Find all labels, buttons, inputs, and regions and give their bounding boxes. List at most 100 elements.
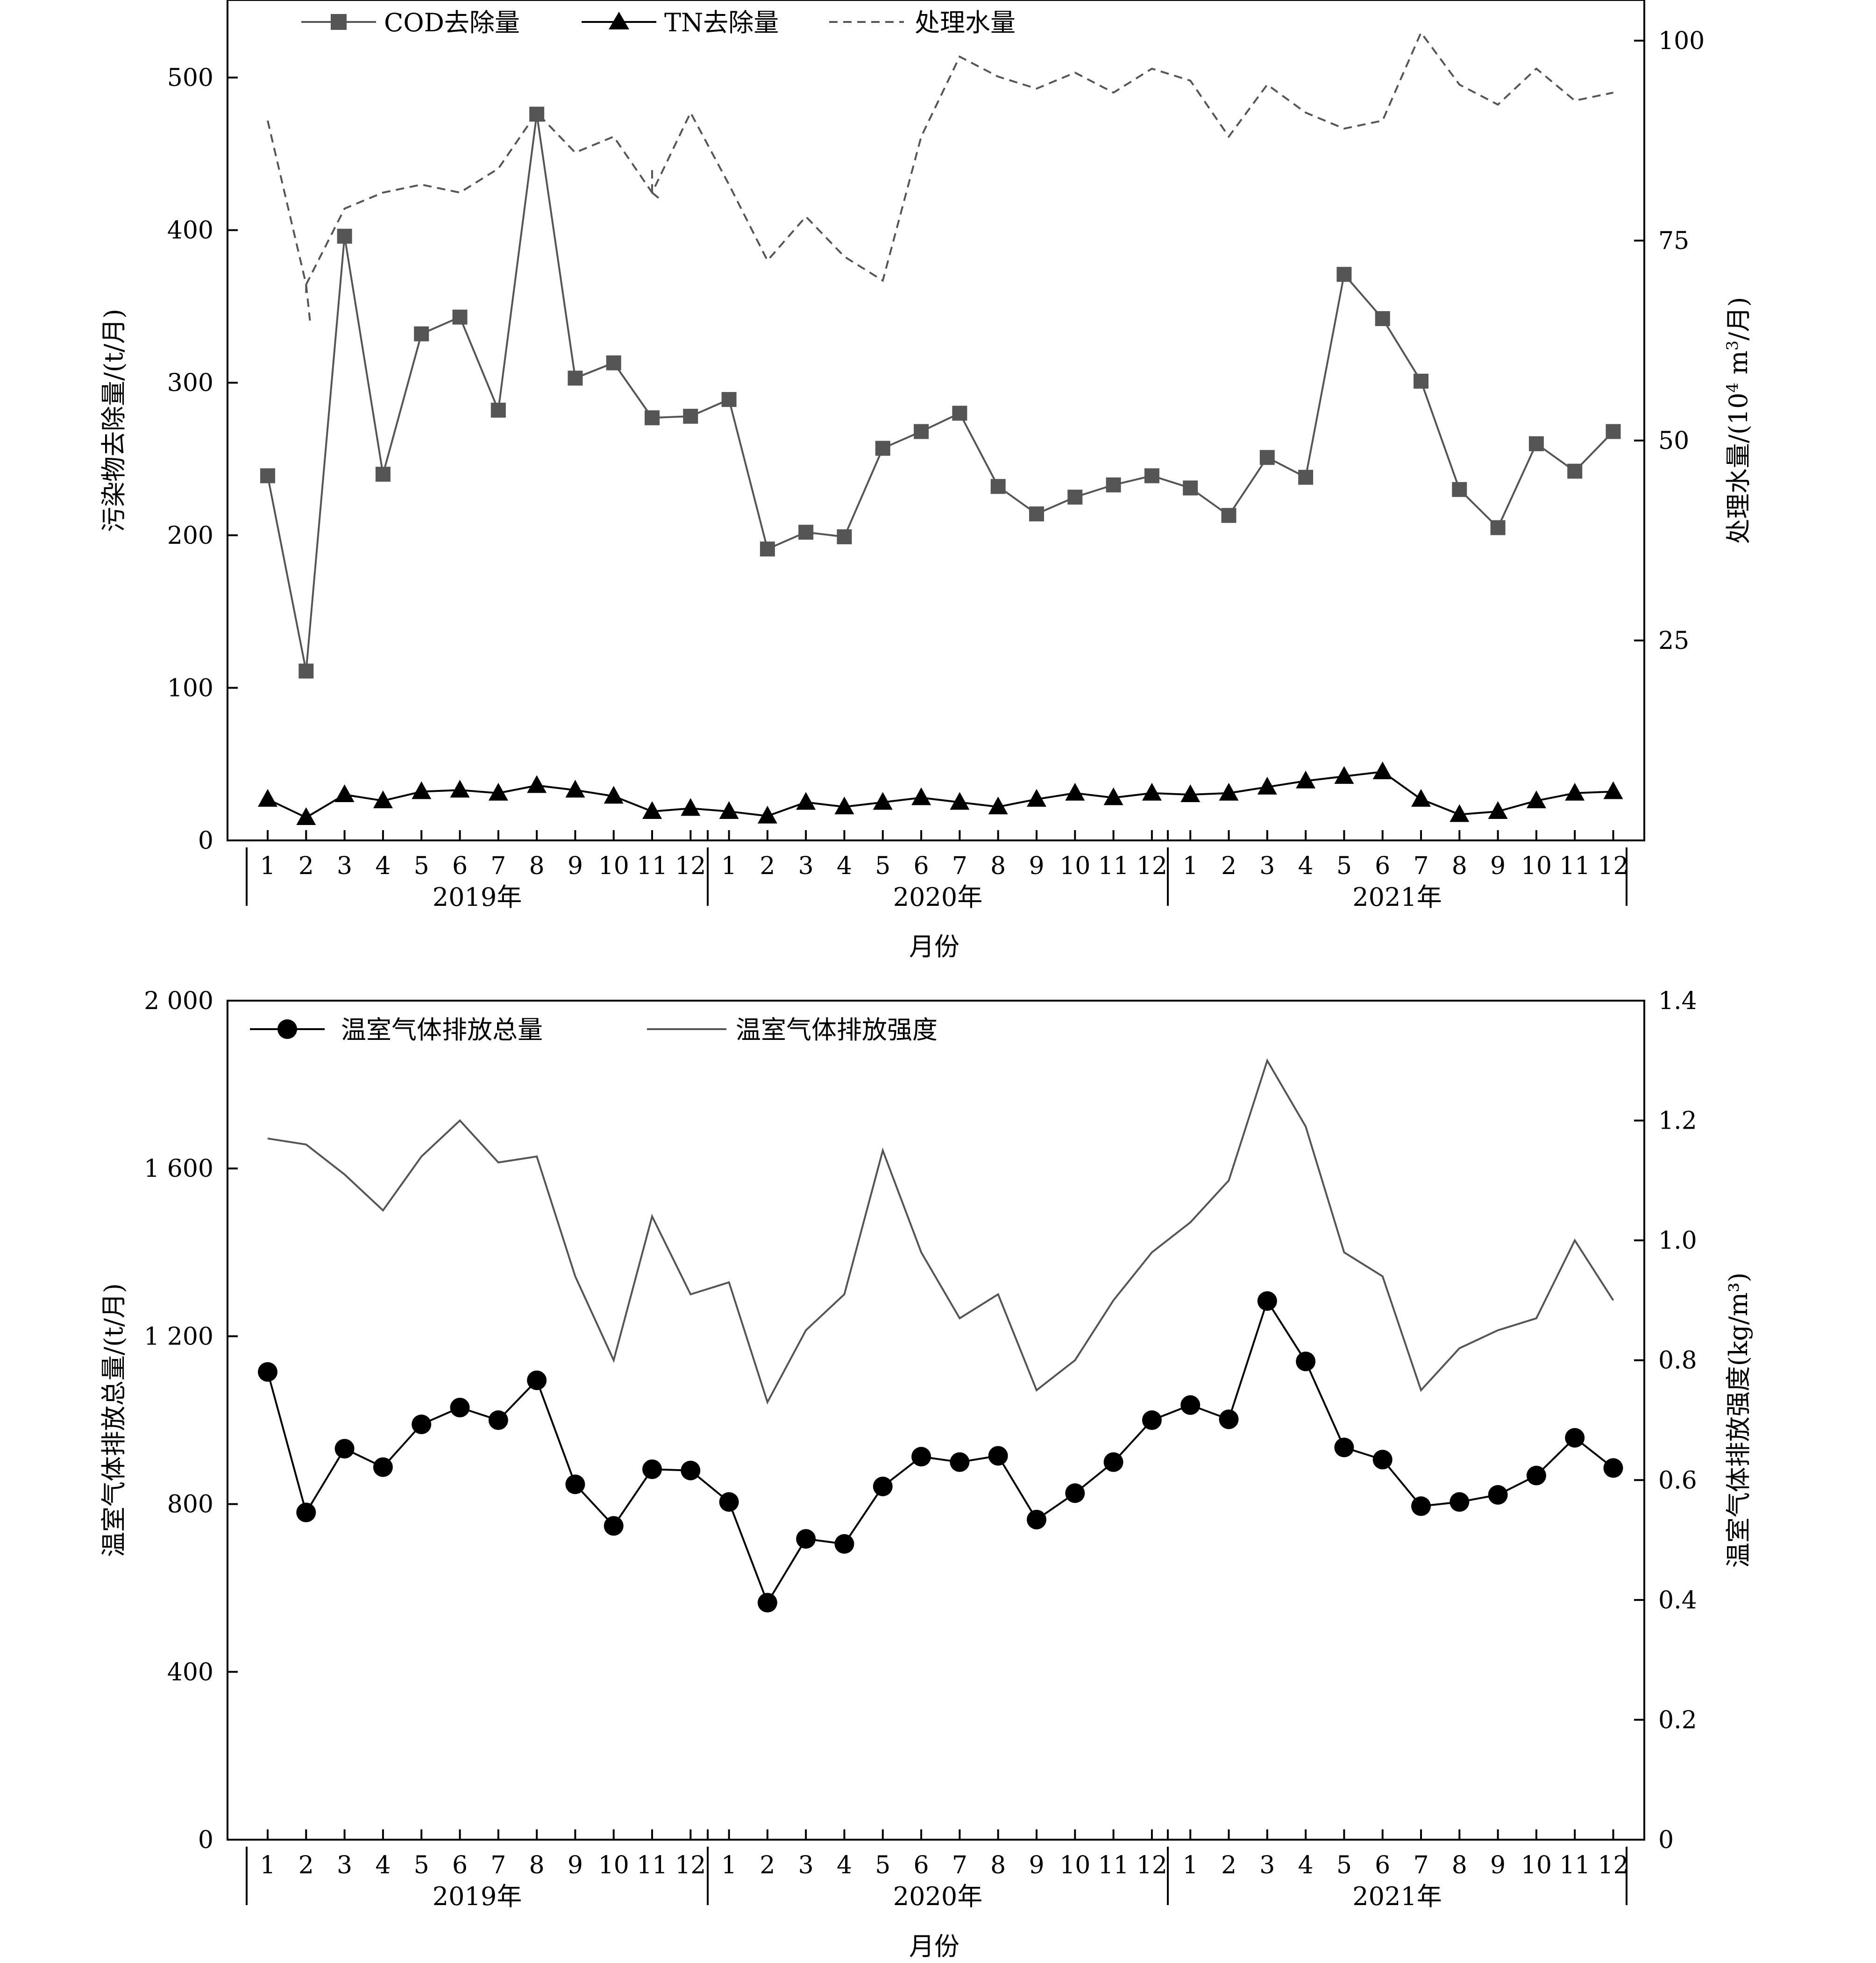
x-tick-label: 11	[1559, 1851, 1590, 1879]
data-point-circle	[412, 1414, 432, 1434]
year-label: 2019年	[433, 1882, 522, 1911]
data-point-square	[683, 409, 698, 424]
data-point-square	[375, 467, 391, 482]
x-tick-label: 10	[1521, 852, 1552, 880]
x-tick-label: 6	[1375, 1851, 1390, 1879]
data-point-circle	[296, 1502, 316, 1522]
data-point-triangle	[834, 797, 854, 815]
x-tick-label: 2	[760, 1851, 775, 1879]
data-point-circle	[1257, 1291, 1277, 1311]
data-point-circle	[450, 1398, 470, 1418]
x-tick-label: 4	[375, 1851, 391, 1879]
y-tick-label: 300	[167, 369, 213, 397]
data-point-triangle	[565, 780, 585, 798]
data-point-triangle	[1411, 789, 1431, 807]
x-tick-label: 4	[1298, 852, 1314, 880]
data-point-circle	[1296, 1351, 1316, 1372]
x-tick-label: 10	[598, 1851, 629, 1879]
x-tick-label: 8	[990, 852, 1006, 880]
x-tick-label: 10	[1059, 852, 1090, 880]
data-point-triangle	[1257, 776, 1277, 795]
data-point-circle	[258, 1362, 277, 1382]
bottom-ticks: 0 400 800 1 200 1 600 2 000 0 0.2 0.4 0.6 0.8 1.0 1.…	[144, 987, 1697, 1854]
y-tick-label: 400	[167, 217, 213, 245]
data-point-square	[1490, 520, 1506, 535]
x-tick-label: 6	[452, 1851, 468, 1879]
y-tick-label: 2 000	[144, 987, 213, 1015]
data-point-triangle	[373, 790, 393, 809]
x-tick-label: 8	[529, 852, 545, 880]
data-point-square	[568, 370, 583, 386]
x-tick-label: 10	[1521, 1851, 1552, 1879]
y2-tick-label: 1.0	[1658, 1227, 1697, 1255]
y2-tick-label: 0.8	[1658, 1347, 1697, 1375]
data-point-circle	[488, 1410, 508, 1430]
x-tick-label: 3	[1259, 1851, 1275, 1879]
y2-tick-label: 0.6	[1658, 1466, 1697, 1494]
x-tick-label: 2	[298, 1851, 314, 1879]
data-point-triangle	[873, 792, 893, 810]
x-tick-label: 5	[875, 852, 890, 880]
x-tick-label: 3	[337, 852, 352, 880]
x-tick-label: 3	[798, 852, 814, 880]
x-tick-label: 5	[875, 1851, 890, 1879]
data-point-triangle	[1450, 804, 1470, 822]
data-point-triangle	[296, 807, 316, 825]
data-point-triangle	[1488, 801, 1508, 819]
data-point-triangle	[450, 780, 470, 798]
x-tick-label: 1	[1183, 1851, 1198, 1879]
x-tick-label: 9	[568, 852, 583, 880]
x-tick-label: 5	[414, 1851, 429, 1879]
data-point-square	[1298, 469, 1314, 485]
x-tick-label: 5	[1336, 1851, 1352, 1879]
data-point-square	[1375, 311, 1390, 327]
data-point-square	[1414, 373, 1428, 389]
x-tick-label: 1	[721, 1851, 737, 1879]
x-tick-label: 6	[1375, 852, 1390, 880]
series-line	[267, 770, 1613, 819]
data-point-triangle	[1526, 790, 1546, 809]
data-point-circle	[911, 1447, 931, 1467]
data-point-triangle	[1065, 782, 1085, 801]
data-point-square	[452, 309, 468, 325]
x-tick-label: 2	[760, 852, 775, 880]
x-tick-label: 6	[914, 1851, 929, 1879]
x-tick-label: 7	[490, 852, 506, 880]
bottom-series	[258, 1058, 1623, 1613]
x-tick-label: 11	[1098, 852, 1129, 880]
data-point-circle	[834, 1534, 854, 1554]
x-tick-label: 2	[1221, 1851, 1236, 1879]
x-tick-label: 5	[414, 852, 429, 880]
y-tick-label: 100	[167, 674, 213, 702]
x-tick-label: 11	[1559, 852, 1590, 880]
data-point-triangle	[258, 789, 277, 807]
legend-cod-label: COD去除量	[384, 8, 520, 37]
top-x-axis-label: 月份	[909, 932, 959, 961]
legend-water-label: 处理水量	[915, 8, 1016, 37]
data-point-circle	[1334, 1437, 1354, 1458]
data-point-square	[990, 479, 1006, 494]
series-line-segment	[305, 284, 311, 321]
data-point-circle	[873, 1476, 893, 1496]
top-legend: COD去除量 TN去除量 处理水量	[301, 8, 1016, 37]
data-point-triangle	[1334, 766, 1354, 784]
series-line	[267, 1299, 1614, 1605]
bottom-x-axis: 1 2 3 4 5 6 7 8 9 10 11 12 1 2 3 4 5 6 7 8 9 10 11 12 1 2 3 4 5 6 7 8 9 1…	[246, 1829, 1629, 1911]
y-tick-label: 800	[167, 1491, 213, 1519]
data-point-square	[260, 468, 275, 484]
data-point-square	[1221, 508, 1236, 523]
x-tick-label: 9	[1029, 1851, 1044, 1879]
data-point-square	[1259, 450, 1275, 465]
data-point-circle	[1142, 1410, 1162, 1430]
x-tick-label: 5	[1336, 852, 1352, 880]
data-point-circle	[334, 1439, 355, 1459]
x-tick-label: 10	[1059, 1851, 1090, 1879]
x-tick-label: 7	[1413, 1851, 1428, 1879]
x-tick-label: 12	[1137, 852, 1167, 880]
x-tick-label: 1	[1183, 852, 1198, 880]
data-point-triangle	[911, 787, 931, 805]
y2-tick-label: 0	[1658, 1826, 1674, 1854]
top-x-axis: 1 2 3 4 5 6 7 8 9 10 11 12 1 2 3 4 5 6 7 8 9 10 11 12 1 2 3 4 5 6 7 8 9 1…	[246, 830, 1629, 912]
x-tick-label: 7	[952, 852, 967, 880]
